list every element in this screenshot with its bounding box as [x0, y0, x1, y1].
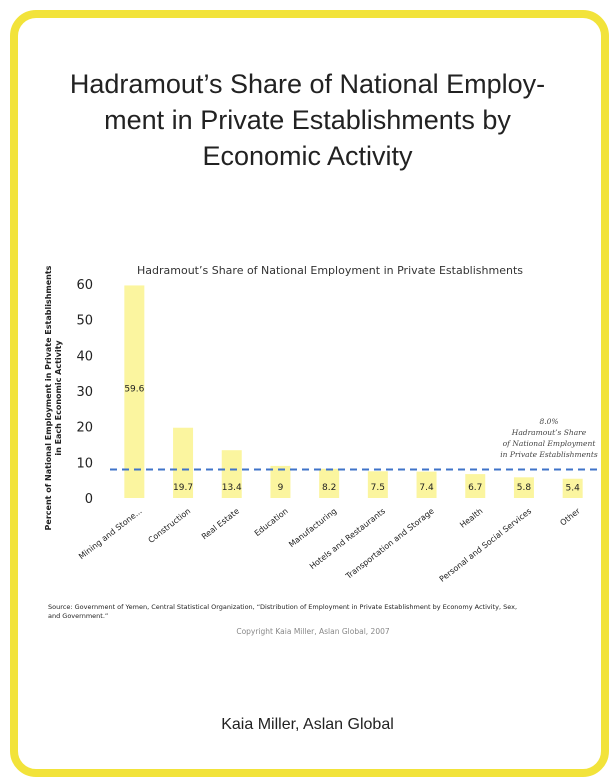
y-axis-label-line: in Each Economic Activity	[54, 340, 63, 456]
bar	[124, 285, 145, 498]
x-tick-label: Education	[253, 506, 290, 538]
reference-note-line: 8.0%	[539, 417, 558, 426]
bar	[562, 478, 583, 498]
bar	[367, 471, 388, 498]
source-line: and Government.”	[48, 612, 108, 620]
footer-credit: Kaia Miller, Aslan Global	[221, 716, 394, 733]
x-tick-label: Manufacturing	[287, 506, 338, 549]
data-label: 8.2	[322, 483, 336, 493]
data-label: 5.8	[517, 483, 532, 493]
x-tick-label: Other	[558, 506, 582, 528]
reference-note-line: in Private Establishments	[500, 450, 598, 459]
y-tick-label: 0	[85, 492, 93, 507]
data-label: 7.5	[371, 483, 385, 493]
bar	[465, 474, 486, 498]
source-note: Source: Government of Yemen, Central Sta…	[48, 603, 517, 620]
y-tick-label: 50	[76, 314, 93, 329]
bar	[513, 477, 534, 498]
data-label: 9	[278, 483, 284, 493]
y-tick-label: 30	[76, 385, 93, 400]
yellow-frame	[10, 10, 609, 777]
bar	[173, 427, 194, 498]
page-title-line: Hadramout’s Share of National Employ-	[69, 69, 546, 99]
page-title-line: ment in Private Establishments by	[104, 105, 511, 135]
reference-note-line: Hadramout’s Share	[511, 428, 587, 437]
chart-title: Hadramout’s Share of National Employment…	[137, 264, 523, 277]
reference-note-line: of National Employment	[503, 439, 597, 448]
y-axis-label: Percent of National Employment in Privat…	[44, 265, 63, 530]
copyright-note: Copyright Kaia Miller, Aslan Global, 200…	[236, 627, 390, 636]
y-axis-label-line: Percent of National Employment in Privat…	[44, 265, 53, 530]
data-label: 6.7	[468, 483, 482, 493]
page-title-line: Economic Activity	[202, 141, 413, 171]
data-label: 59.6	[124, 385, 144, 395]
x-tick-label: Real Estate	[200, 506, 241, 541]
page-title: Hadramout’s Share of National Employ- me…	[20, 66, 595, 174]
source-line: Source: Government of Yemen, Central Sta…	[48, 603, 517, 611]
y-tick-label: 40	[76, 349, 93, 364]
data-label: 5.4	[565, 484, 580, 494]
x-tick-label: Transportation and Storage	[343, 506, 435, 581]
x-tick-label: Mining and Stone...	[77, 506, 144, 561]
bar	[416, 471, 437, 498]
bar	[221, 450, 242, 498]
x-tick-label: Personal and Social Services	[438, 506, 533, 583]
y-tick-label: 20	[76, 421, 93, 436]
data-label: 7.4	[419, 483, 434, 493]
data-label: 13.4	[222, 483, 242, 493]
y-tick-label: 60	[76, 278, 93, 293]
y-tick-label: 10	[76, 456, 93, 471]
bar	[270, 465, 291, 498]
x-tick-label: Construction	[147, 506, 193, 544]
bar	[319, 468, 340, 498]
reference-line-note: 8.0% Hadramout’s Share of National Emplo…	[500, 417, 598, 459]
x-tick-label: Health	[458, 506, 484, 529]
data-label: 19.7	[173, 483, 193, 493]
